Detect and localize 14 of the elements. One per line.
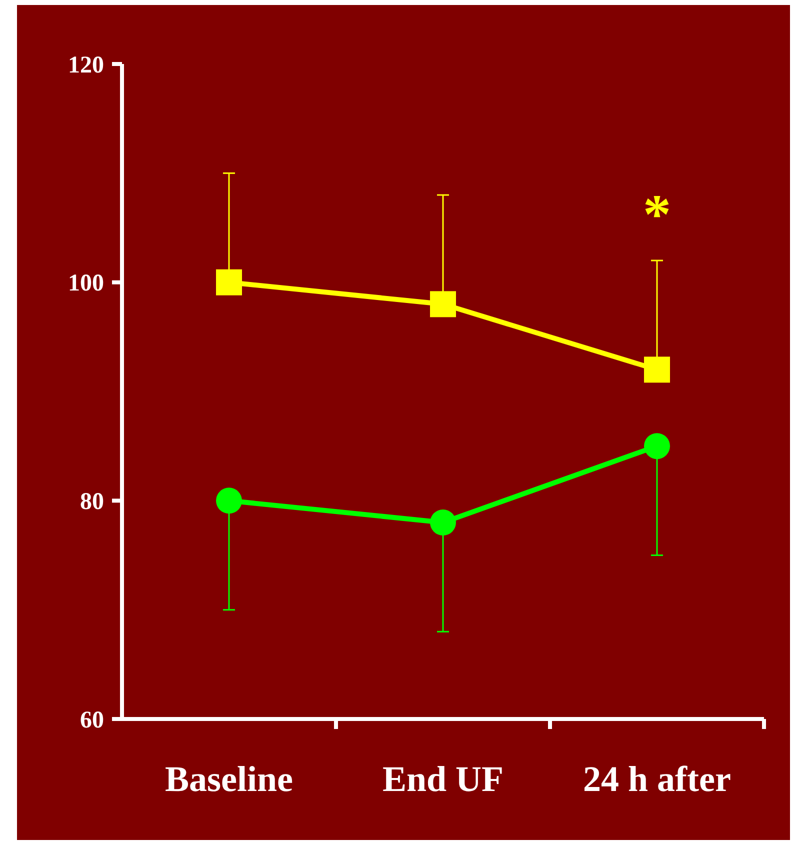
- y-tick-label: 100: [68, 270, 104, 297]
- point: [216, 488, 242, 514]
- point: [216, 269, 242, 296]
- annotation: *: [643, 184, 671, 246]
- point: [644, 433, 670, 460]
- y-tick-label: 60: [80, 707, 104, 734]
- y-tick-label: 120: [68, 52, 104, 78]
- x-tick-label: End UF: [382, 759, 504, 799]
- point: [430, 510, 456, 536]
- point: [430, 291, 456, 318]
- x-tick-label: Baseline: [164, 759, 294, 799]
- y-tick-label: 80: [80, 489, 104, 516]
- x-tick-label: 24 h after: [583, 759, 731, 799]
- point: [644, 356, 670, 383]
